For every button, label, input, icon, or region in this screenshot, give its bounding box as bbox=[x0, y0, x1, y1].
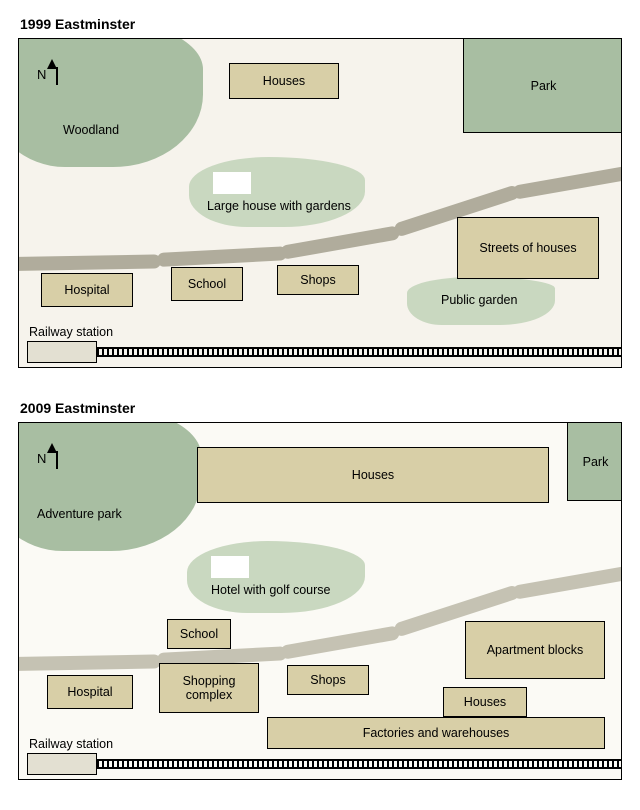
railway-station-box bbox=[27, 341, 97, 363]
road-segment bbox=[157, 246, 288, 267]
largehouse-label: Large house with gardens bbox=[207, 199, 351, 213]
shops-box: Shops bbox=[277, 265, 359, 295]
compass: N bbox=[37, 447, 62, 469]
railway-track bbox=[97, 759, 622, 769]
school-box: School bbox=[167, 619, 231, 649]
map-2009: Adventure park Hotel with golf course Hous… bbox=[18, 422, 622, 780]
map-1999-title: 1999 Eastminster bbox=[20, 16, 622, 32]
railway-station-label: Railway station bbox=[29, 325, 113, 339]
compass-letter: N bbox=[37, 451, 46, 466]
houses2-box: Houses bbox=[443, 687, 527, 717]
streets-box: Streets of houses bbox=[457, 217, 599, 279]
road-segment bbox=[18, 254, 161, 271]
hospital-box: Hospital bbox=[41, 273, 133, 307]
shopcx-box: Shoppingcomplex bbox=[159, 663, 259, 713]
hospital-box: Hospital bbox=[47, 675, 133, 709]
road-segment bbox=[280, 225, 401, 260]
school-box: School bbox=[171, 267, 243, 301]
railway-station-box bbox=[27, 753, 97, 775]
north-arrow-icon bbox=[52, 447, 62, 469]
houses-box: Houses bbox=[197, 447, 549, 503]
hotel-label: Hotel with golf course bbox=[211, 583, 331, 597]
compass-letter: N bbox=[37, 67, 46, 82]
map-2009-title: 2009 Eastminster bbox=[20, 400, 622, 416]
shops-box: Shops bbox=[287, 665, 369, 695]
adventure-park-label: Adventure park bbox=[37, 507, 122, 521]
woodland-label: Woodland bbox=[63, 123, 119, 137]
publicgarden-label: Public garden bbox=[441, 293, 517, 307]
road-segment bbox=[512, 562, 622, 600]
compass: N bbox=[37, 63, 62, 85]
apts-box: Apartment blocks bbox=[465, 621, 605, 679]
railway-station-label: Railway station bbox=[29, 737, 113, 751]
road-segment bbox=[512, 162, 622, 200]
north-arrow-icon bbox=[52, 63, 62, 85]
houses-box: Houses bbox=[229, 63, 339, 99]
factories-box: Factories and warehouses bbox=[267, 717, 605, 749]
road-segment bbox=[18, 654, 161, 671]
woodland-area bbox=[18, 38, 203, 167]
road-segment bbox=[280, 625, 401, 660]
railway-track bbox=[97, 347, 622, 357]
hotel-cutout bbox=[211, 556, 249, 578]
park-box: Park bbox=[567, 423, 622, 501]
map-1999: Woodland Large house with gardens Public g… bbox=[18, 38, 622, 368]
park-box: Park bbox=[463, 39, 622, 133]
largehouse-cutout bbox=[213, 172, 251, 194]
adventure-park-area bbox=[18, 422, 201, 551]
